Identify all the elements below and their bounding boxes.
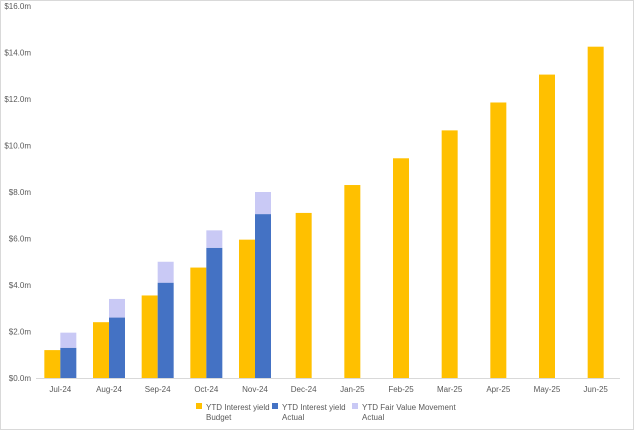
fair-value-bar xyxy=(255,192,271,215)
y-tick-label: $14.0m xyxy=(4,49,31,58)
budget-bar xyxy=(441,130,458,378)
legend-swatch xyxy=(196,403,202,409)
x-tick-label: Jun-25 xyxy=(583,385,608,394)
x-tick-label: Dec-24 xyxy=(291,385,317,394)
y-tick-label: $6.0m xyxy=(9,235,32,244)
budget-bar xyxy=(93,322,109,378)
actual-bar xyxy=(109,317,125,378)
legend-swatch xyxy=(272,403,278,409)
budget-bar xyxy=(344,185,361,378)
budget-bar xyxy=(490,102,507,379)
budget-bar xyxy=(141,295,158,378)
x-tick-label: Aug-24 xyxy=(96,385,122,394)
fair-value-bar xyxy=(157,261,174,283)
y-tick-label: $4.0m xyxy=(9,281,32,290)
x-tick-label: Sep-24 xyxy=(145,385,171,394)
y-tick-label: $12.0m xyxy=(4,95,31,104)
legend-swatch xyxy=(352,403,358,409)
actual-bar xyxy=(255,214,271,378)
x-tick-label: Mar-25 xyxy=(437,385,463,394)
y-tick-label: $16.0m xyxy=(4,2,31,11)
budget-bar xyxy=(587,46,604,378)
legend-label: YTD Interest yield Actual xyxy=(282,403,346,422)
fair-value-bar xyxy=(60,332,77,348)
x-tick-label: May-25 xyxy=(534,385,561,394)
actual-bar xyxy=(60,347,77,378)
budget-bar xyxy=(239,239,255,378)
x-tick-label: Apr-25 xyxy=(486,385,511,394)
x-tick-label: Nov-24 xyxy=(242,385,268,394)
budget-bar xyxy=(295,212,312,378)
y-tick-label: $10.0m xyxy=(4,142,31,151)
y-tick-label: $2.0m xyxy=(9,328,32,337)
legend-label: YTD Fair Value Movement Actual xyxy=(362,403,456,422)
budget-bar xyxy=(44,350,61,378)
budget-bar xyxy=(539,74,555,379)
legend-label: YTD Interest yield Budget xyxy=(206,403,270,422)
x-tick-label: Feb-25 xyxy=(388,385,414,394)
fair-value-bar xyxy=(206,230,223,248)
budget-bar xyxy=(190,267,207,378)
x-tick-label: Jul-24 xyxy=(49,385,71,394)
y-tick-label: $0.0m xyxy=(9,374,32,383)
fair-value-bar xyxy=(109,298,125,318)
actual-bar xyxy=(157,282,174,378)
actual-bar xyxy=(206,247,223,378)
y-tick-label: $8.0m xyxy=(9,188,32,197)
budget-bar xyxy=(393,158,409,378)
x-tick-label: Oct-24 xyxy=(194,385,219,394)
x-tick-label: Jan-25 xyxy=(340,385,365,394)
